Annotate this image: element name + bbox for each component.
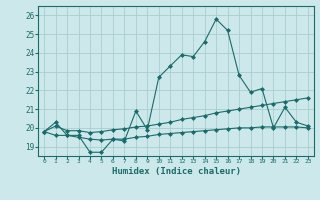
X-axis label: Humidex (Indice chaleur): Humidex (Indice chaleur) [111, 167, 241, 176]
